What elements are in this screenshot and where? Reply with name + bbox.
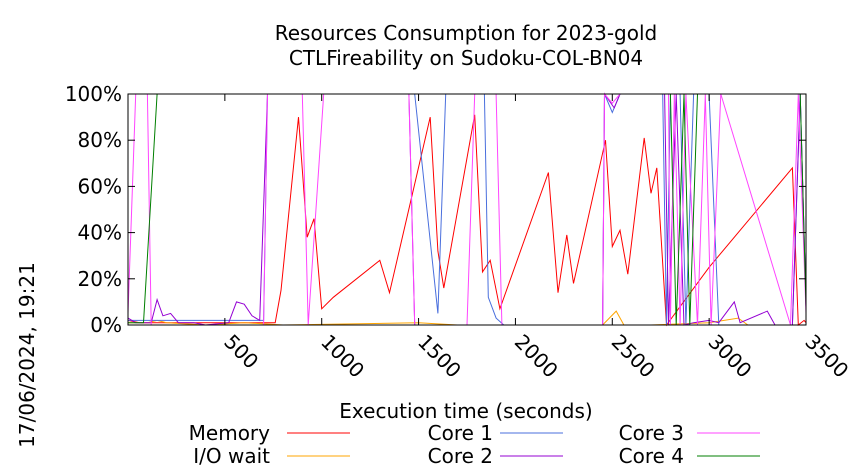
x-tick-label: 1500	[413, 330, 466, 383]
legend-label-core-4: Core 4	[619, 444, 684, 468]
chart-subtitle: CTLFireability on Sudoku-COL-BN04	[289, 46, 643, 70]
y-tick-label: 80%	[78, 128, 122, 152]
y-tick-label: 0%	[90, 313, 122, 337]
series-line-memory	[127, 114, 807, 327]
y-axis: 0% 20% 40% 60% 80% 100%	[65, 82, 806, 337]
series-line-core-3	[127, 92, 807, 326]
y-tick-label: 40%	[78, 221, 122, 245]
legend-label-core-1: Core 1	[428, 421, 493, 445]
legend-label-core-3: Core 3	[619, 421, 684, 445]
x-tick-label: 1000	[316, 330, 369, 383]
x-tick-label: 2000	[510, 330, 563, 383]
plot-frame	[127, 93, 807, 326]
y-tick-label: 100%	[65, 82, 122, 106]
legend-label-i-o-wait: I/O wait	[193, 444, 270, 468]
chart-title: Resources Consumption for 2023-gold	[275, 21, 657, 45]
legend-label-core-2: Core 2	[428, 444, 493, 468]
series-layer	[127, 92, 807, 327]
timestamp-label: 17/06/2024, 19:21	[15, 262, 39, 448]
y-tick-label: 60%	[78, 174, 122, 198]
x-tick-label: 3000	[704, 330, 757, 383]
y-tick-label: 20%	[78, 267, 122, 291]
legend-label-memory: Memory	[189, 421, 271, 445]
x-tick-label: 3500	[800, 330, 850, 383]
x-tick-label: 500	[219, 330, 263, 374]
x-tick-label: 2500	[607, 330, 660, 383]
x-axis-label: Execution time (seconds)	[339, 399, 592, 423]
